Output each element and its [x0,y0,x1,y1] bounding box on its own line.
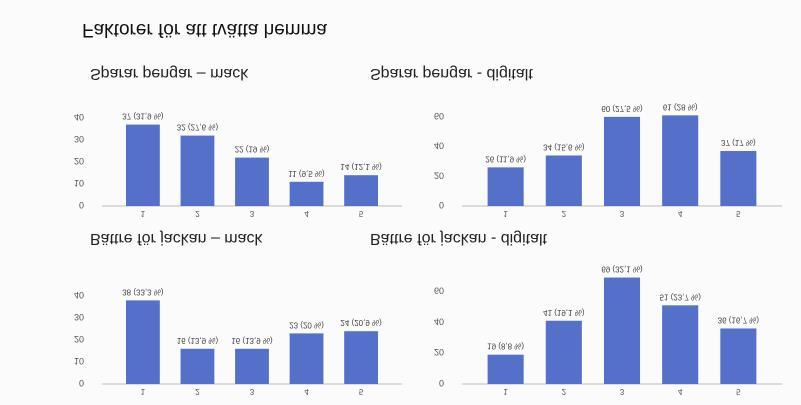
chart-title: Bättre för jackan - digitalt [370,230,547,247]
x-tick-label: 5 [359,209,364,218]
x-tick-label: 4 [304,387,309,396]
data-label: 60 (27,5 %) [601,104,643,113]
bar [662,305,699,384]
x-tick-label: 1 [503,387,508,396]
bar [545,155,582,206]
y-tick-label: 0 [439,378,444,388]
y-tick-label: 20 [74,334,84,344]
data-label: 61 (28 %) [663,102,698,111]
y-tick-label: 40 [74,290,84,300]
chart-pengar-mack: 0 10 20 30 40 1 37 (31,9 %) 2 32 (27,6 %) 3 22 (19… [74,112,402,218]
y-tick-label: 60 [434,285,444,295]
y-tick-label: 20 [434,347,444,357]
data-label: 22 (19 %) [235,145,270,154]
bar [235,348,269,384]
chart-panel-pengar-digitalt: 0 20 40 60 1 26 (11,9 %) 2 34 (15,6 %) 3 60 (27,5… [430,90,790,220]
bar [235,157,269,206]
data-label: 37 (17 %) [721,138,756,147]
bar [545,320,582,384]
bar [126,300,160,384]
figure-title: Faktorer för att tvätta hemma [82,19,327,40]
x-tick-label: 5 [736,387,741,396]
data-label: 41 (19,1 %) [543,308,585,317]
chart-jackan-mack: 0 10 20 30 40 1 38 (33,3 %) 2 16 (13,9 %) 3 16 (13… [74,287,402,396]
y-tick-label: 30 [74,312,84,322]
y-tick-label: 0 [79,200,84,210]
bar [180,135,215,206]
bar [344,331,378,384]
bar [720,151,757,206]
chart-jackan-digitalt: 0 20 40 60 1 19 (8,8 %) 2 41 (19,1 %) 3 69 (32,1 … [434,265,782,396]
x-tick-label: 1 [141,209,146,218]
x-tick-label: 1 [141,387,146,396]
bar [603,116,641,206]
bar [720,328,757,384]
y-tick-label: 40 [434,141,444,151]
chart-pengar-digitalt: 0 20 40 60 1 26 (11,9 %) 2 34 (15,6 %) 3 60 (27,5… [434,102,782,218]
data-label: 19 (8,8 %) [487,342,524,351]
bar [344,175,378,206]
bar [662,115,699,206]
chart-title: Bättre för jackan – mack [90,230,263,247]
y-tick-label: 20 [434,170,444,180]
data-label: 34 (15,6 %) [543,142,585,151]
data-label: 26 (11,9 %) [485,154,526,163]
bar [603,277,641,384]
data-label: 16 (13,9 %) [231,336,273,345]
y-tick-label: 10 [74,178,84,188]
chart-panel-pengar-mack: 0 10 20 30 40 1 37 (31,9 %) 2 32 (27,6 %) 3 22 (19… [70,90,410,220]
data-label: 69 (32,1 %) [601,265,643,274]
bar [126,124,160,206]
data-label: 32 (27,6 %) [177,123,219,132]
chart-title: Sparar pengar - digitalt [370,65,533,82]
chart-panel-jackan-digitalt: 0 20 40 60 1 19 (8,8 %) 2 41 (19,1 %) 3 69 (32,1 … [430,260,790,400]
x-tick-label: 4 [304,209,309,218]
bar [487,167,524,206]
bar [180,348,215,384]
x-tick-label: 3 [620,209,625,218]
y-tick-label: 30 [74,134,84,144]
bar [487,354,524,384]
x-tick-label: 2 [195,387,200,396]
x-tick-label: 5 [359,387,364,396]
x-tick-label: 4 [678,387,683,396]
chart-title: Sparar pengar – mack [90,65,249,82]
data-label: 36 (16,7 %) [718,315,760,324]
x-tick-label: 2 [562,387,567,396]
y-tick-label: 60 [434,111,444,121]
data-label: 23 (20 %) [289,320,324,329]
y-tick-label: 40 [74,112,84,122]
y-tick-label: 10 [74,356,84,366]
bar [289,181,324,206]
x-tick-label: 2 [195,209,200,218]
data-label: 51 (23,7 %) [660,292,702,301]
data-label: 37 (31,9 %) [122,112,164,121]
bar [289,333,324,384]
y-tick-label: 0 [439,200,444,210]
x-tick-label: 2 [562,209,567,218]
x-tick-label: 3 [250,209,255,218]
data-label: 38 (33,3 %) [122,287,164,296]
x-tick-label: 4 [678,209,683,218]
y-tick-label: 0 [79,378,84,388]
data-label: 16 (13,9 %) [177,336,219,345]
data-label: 24 (20,9 %) [340,318,382,327]
x-tick-label: 3 [620,387,625,396]
data-label: 14 (12,1 %) [340,162,382,171]
x-tick-label: 5 [736,209,741,218]
x-tick-label: 3 [250,387,255,396]
y-tick-label: 20 [74,156,84,166]
x-tick-label: 1 [503,209,508,218]
y-tick-label: 40 [434,316,444,326]
chart-panel-jackan-mack: 0 10 20 30 40 1 38 (33,3 %) 2 16 (13,9 %) 3 16 (13… [70,260,410,400]
data-label: 11 (9,5 %) [288,169,325,178]
